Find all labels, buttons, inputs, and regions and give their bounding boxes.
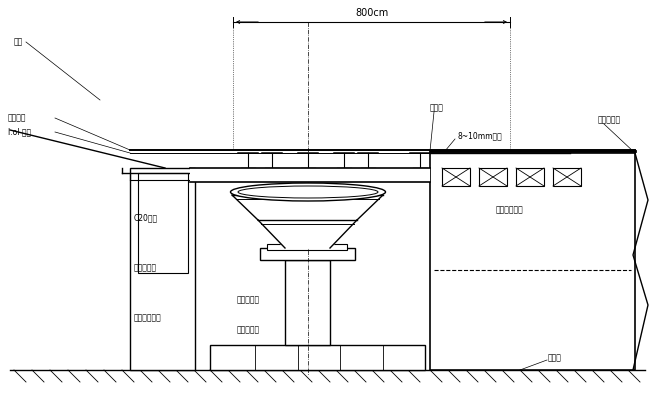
Bar <box>138 173 188 273</box>
Text: 8~10mm钢板: 8~10mm钢板 <box>458 132 503 140</box>
Polygon shape <box>232 195 383 220</box>
Text: 新架箱框梁置: 新架箱框梁置 <box>496 206 524 214</box>
Text: 圆柱墩: 圆柱墩 <box>430 104 444 112</box>
Text: 二止宁调: 二止宁调 <box>8 114 26 122</box>
Text: C20混凝: C20混凝 <box>134 214 158 222</box>
Bar <box>442 168 470 186</box>
Bar <box>516 168 544 186</box>
Text: 硬木木枕板: 硬木木枕板 <box>598 116 621 124</box>
Text: 筋肥与工墙令: 筋肥与工墙令 <box>134 314 162 322</box>
Bar <box>479 168 507 186</box>
Polygon shape <box>258 220 357 248</box>
Text: 地下方: 地下方 <box>548 354 562 362</box>
Bar <box>130 168 195 370</box>
Bar <box>553 168 581 186</box>
Bar <box>210 345 425 370</box>
Bar <box>430 153 635 370</box>
Bar <box>260 248 355 260</box>
Text: 加强现断石: 加强现断石 <box>134 264 157 272</box>
Ellipse shape <box>238 186 378 198</box>
Text: I.oI 千梁: I.oI 千梁 <box>8 128 31 136</box>
Text: 800cm: 800cm <box>355 8 388 18</box>
Ellipse shape <box>230 183 386 201</box>
Text: 既有铁路梁: 既有铁路梁 <box>236 296 259 304</box>
Text: 工梁: 工梁 <box>14 38 23 46</box>
Bar <box>267 244 347 250</box>
Text: 既有铁路梁: 既有铁路梁 <box>236 326 259 334</box>
Bar <box>285 260 330 345</box>
Bar <box>190 168 430 182</box>
